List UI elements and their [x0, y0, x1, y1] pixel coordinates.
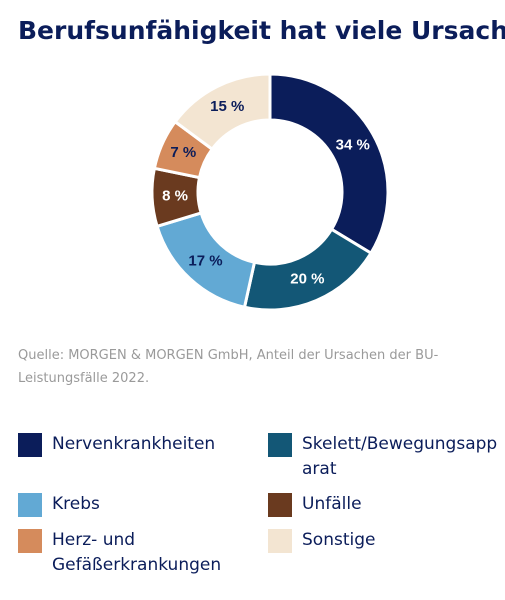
data-label: 17 %: [188, 253, 222, 270]
legend-swatch: [18, 493, 42, 517]
source-note: Quelle: MORGEN & MORGEN GmbH, Anteil der…: [18, 348, 439, 386]
legend-item: Unfälle: [268, 492, 502, 517]
data-label: 34 %: [336, 136, 370, 153]
legend-item: Sonstige: [268, 528, 502, 553]
legend-swatch: [268, 493, 292, 517]
legend-item: Nervenkrankheiten: [18, 432, 252, 457]
pie-slice: [268, 72, 390, 256]
legend-label: Krebs: [52, 494, 100, 514]
legend-label: Skelett/Bewegungsapparat: [302, 434, 498, 479]
pie-slice: [173, 72, 272, 152]
legend-item: Skelett/Bewegungsapparat: [268, 432, 502, 482]
legend-swatch: [18, 433, 42, 457]
legend-item: Krebs: [18, 492, 252, 517]
legend-swatch: [268, 433, 292, 457]
data-label: 15 %: [210, 98, 244, 115]
chart-title: Berufsunfähigkeit hat viele Ursachen: [18, 16, 505, 45]
legend-label: Unfälle: [302, 494, 362, 514]
legend-label: Nervenkrankheiten: [52, 434, 216, 454]
data-label: 8 %: [162, 187, 188, 204]
legend-label: Herz- und Gefäßerkrankungen: [52, 530, 222, 575]
chart: 34 % 20 % 17 % 8 % 7 % 15 %: [150, 72, 390, 312]
data-label: 20 %: [290, 270, 324, 287]
legend-label: Sonstige: [302, 530, 376, 550]
legend-swatch: [268, 529, 292, 553]
legend-swatch: [18, 529, 42, 553]
data-label: 7 %: [170, 144, 196, 161]
legend-item: Herz- und Gefäßerkrankungen: [18, 528, 252, 578]
